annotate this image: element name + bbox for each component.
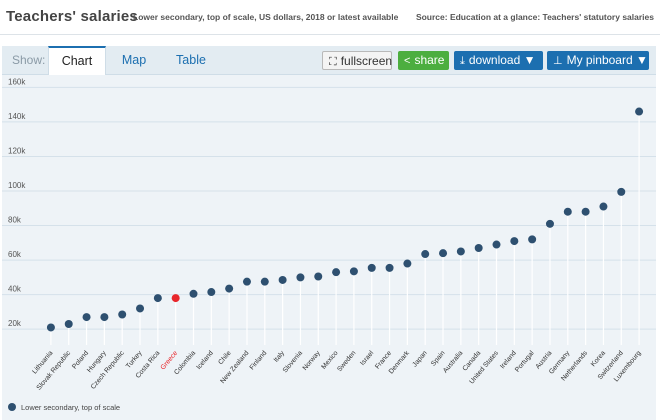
data-point[interactable] bbox=[82, 313, 91, 322]
data-point[interactable] bbox=[153, 294, 162, 303]
y-tick-label: 100k bbox=[8, 181, 26, 190]
y-tick-label: 160k bbox=[8, 77, 26, 86]
legend-label: Lower secondary, top of scale bbox=[21, 403, 121, 412]
data-point[interactable] bbox=[136, 304, 145, 313]
y-tick-label: 20k bbox=[8, 319, 22, 328]
data-point[interactable] bbox=[242, 277, 251, 286]
y-tick-label: 80k bbox=[8, 216, 22, 225]
data-point[interactable] bbox=[296, 273, 305, 282]
data-point[interactable] bbox=[474, 244, 483, 252]
pin-icon: ⊥ bbox=[553, 55, 563, 67]
data-point[interactable] bbox=[635, 107, 644, 116]
data-point[interactable] bbox=[314, 272, 323, 281]
fullscreen-label: fullscreen bbox=[340, 54, 393, 68]
tab-table[interactable]: Table bbox=[176, 53, 206, 67]
data-point[interactable] bbox=[100, 313, 109, 322]
y-tick-label: 140k bbox=[8, 112, 26, 121]
download-label: download ▼ bbox=[468, 53, 536, 67]
share-label: share bbox=[414, 53, 445, 67]
share-button[interactable]: < share bbox=[398, 51, 449, 70]
view-tabbar: Show: Chart Map Table ⛶ fullscreen < share… bbox=[2, 46, 656, 75]
data-point[interactable] bbox=[118, 310, 127, 319]
chart-subtitle: Lower secondary, top of scale, US dollar… bbox=[133, 12, 399, 22]
chart-legend[interactable]: Lower secondary, top of scale bbox=[8, 403, 120, 412]
data-point[interactable] bbox=[207, 288, 216, 297]
data-point[interactable] bbox=[456, 247, 465, 256]
data-point[interactable] bbox=[492, 240, 501, 249]
data-point[interactable] bbox=[421, 250, 430, 259]
y-tick-label: 60k bbox=[8, 250, 22, 259]
y-tick-label: 40k bbox=[8, 285, 22, 294]
data-point[interactable] bbox=[332, 268, 341, 277]
data-point[interactable] bbox=[528, 235, 537, 244]
data-point[interactable] bbox=[171, 294, 180, 303]
header-divider bbox=[0, 34, 660, 35]
data-point[interactable] bbox=[599, 202, 608, 211]
show-label: Show: bbox=[12, 53, 46, 67]
legend-marker bbox=[8, 403, 16, 411]
pinboard-button[interactable]: ⊥ My pinboard ▼ bbox=[547, 51, 649, 70]
share-icon: < bbox=[404, 55, 411, 67]
tab-chart[interactable]: Chart bbox=[48, 46, 106, 75]
data-point[interactable] bbox=[385, 263, 394, 272]
source-note[interactable]: Source: Education at a glance: Teachers'… bbox=[415, 12, 654, 22]
data-point[interactable] bbox=[510, 237, 519, 246]
data-point[interactable] bbox=[278, 275, 287, 284]
download-icon: ⤓ bbox=[460, 55, 465, 67]
data-point[interactable] bbox=[617, 187, 626, 196]
data-point[interactable] bbox=[64, 320, 73, 328]
data-point[interactable] bbox=[189, 289, 198, 298]
chart-title: Teachers' salaries bbox=[6, 8, 138, 25]
expand-icon: ⛶ bbox=[329, 56, 337, 68]
salary-chart: 20k40k60k80k100k120k140k160kLithuaniaSlo… bbox=[2, 75, 656, 400]
data-point[interactable] bbox=[439, 249, 448, 258]
pinboard-label: My pinboard ▼ bbox=[566, 53, 648, 67]
tab-map[interactable]: Map bbox=[121, 53, 147, 67]
plot-background bbox=[2, 75, 656, 400]
data-point[interactable] bbox=[581, 207, 590, 216]
data-point[interactable] bbox=[225, 284, 234, 293]
y-tick-label: 120k bbox=[8, 146, 26, 155]
data-point[interactable] bbox=[367, 263, 376, 272]
data-point[interactable] bbox=[46, 323, 55, 332]
data-point[interactable] bbox=[403, 259, 412, 268]
download-button[interactable]: ⤓ download ▼ bbox=[454, 51, 543, 70]
data-point[interactable] bbox=[563, 207, 572, 216]
data-point[interactable] bbox=[545, 219, 554, 228]
data-point[interactable] bbox=[349, 267, 358, 276]
data-point[interactable] bbox=[260, 277, 269, 286]
fullscreen-button[interactable]: ⛶ fullscreen bbox=[322, 51, 392, 70]
chart-header: Teachers' salaries Lower secondary, top … bbox=[0, 0, 660, 36]
